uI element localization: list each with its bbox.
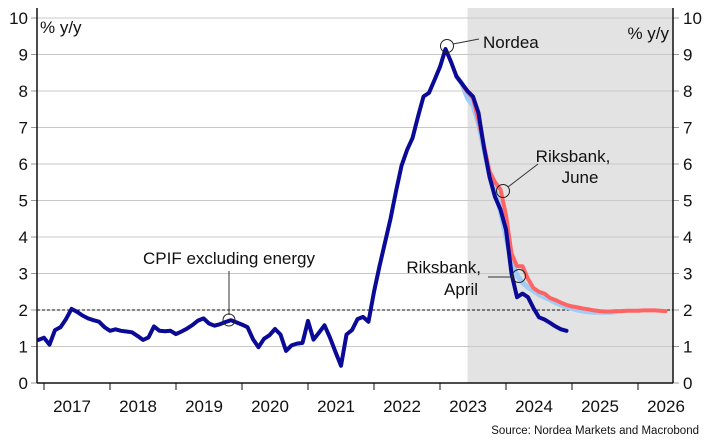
y-tick-label-left: 2 bbox=[19, 301, 28, 320]
annotation-nordea-leader bbox=[452, 38, 480, 45]
annotation-june-marker bbox=[496, 184, 510, 198]
y-tick-label-right: 10 bbox=[683, 9, 702, 28]
x-tick-label: 2021 bbox=[317, 397, 355, 416]
y-tick-label-right: 5 bbox=[683, 192, 692, 211]
y-tick-label-right: 8 bbox=[683, 82, 692, 101]
x-tick-label: 2019 bbox=[185, 397, 223, 416]
annotation-june-leader bbox=[507, 163, 539, 188]
x-tick-label: 2022 bbox=[383, 397, 421, 416]
annotation-riksbank-june: Riksbank, June bbox=[496, 147, 611, 198]
annotation-nordea-marker bbox=[440, 39, 454, 53]
axes bbox=[31, 8, 679, 390]
annotation-cpif-label: CPIF excluding energy bbox=[143, 249, 315, 268]
y-tick-label-right: 4 bbox=[683, 228, 692, 247]
annotation-nordea-label: Nordea bbox=[483, 33, 539, 52]
x-tick-label: 2017 bbox=[53, 397, 91, 416]
y-axis-label-right: % y/y bbox=[627, 24, 669, 43]
series-line-cpif bbox=[36, 47, 569, 368]
y-tick-label-right: 6 bbox=[683, 155, 692, 174]
source-note: Source: Nordea Markets and Macrobond bbox=[491, 425, 699, 437]
annotation-april-label-1: Riksbank, bbox=[406, 258, 481, 277]
y-tick-label-left: 9 bbox=[19, 46, 28, 65]
x-tick-labels: 2017 2018 2019 2020 2021 2022 2023 2024 2025 2026 bbox=[53, 397, 685, 416]
y-tick-label-left: 7 bbox=[19, 119, 28, 138]
annotation-riksbank-april: Riksbank, April bbox=[406, 258, 526, 299]
x-tick-label: 2023 bbox=[449, 397, 487, 416]
annotation-april-label-2: April bbox=[444, 280, 478, 299]
y-tick-label-left: 3 bbox=[19, 265, 28, 284]
y-tick-label-right: 7 bbox=[683, 119, 692, 138]
x-tick-label: 2018 bbox=[119, 397, 157, 416]
annotation-cpif: CPIF excluding energy bbox=[143, 249, 315, 327]
y-tick-label-right: 9 bbox=[683, 46, 692, 65]
series-line-riksbank-june bbox=[454, 74, 668, 314]
y-tick-label-left: 0 bbox=[19, 374, 28, 393]
y-tick-label-left: 5 bbox=[19, 192, 28, 211]
x-tick-label: 2025 bbox=[581, 397, 619, 416]
y-tick-label-left: 4 bbox=[19, 228, 28, 247]
series-lines bbox=[36, 47, 668, 368]
y-tick-label-right: 3 bbox=[683, 265, 692, 284]
x-tick-label: 2020 bbox=[251, 397, 289, 416]
annotation-cpif-marker bbox=[222, 313, 236, 327]
x-tick-label: 2026 bbox=[647, 397, 685, 416]
gridlines bbox=[37, 17, 673, 347]
annotation-june-label-2: June bbox=[562, 168, 599, 187]
y-axis-label-left: % y/y bbox=[40, 18, 82, 37]
annotation-june-label-1: Riksbank, bbox=[536, 147, 611, 166]
y-tick-label-right: 1 bbox=[683, 338, 692, 357]
y-tick-label-right: 0 bbox=[683, 374, 692, 393]
y-tick-labels: 0 0 1 1 2 2 3 3 4 4 5 5 6 6 7 7 8 8 9 9 10 10 bbox=[9, 9, 702, 393]
y-tick-label-left: 1 bbox=[19, 338, 28, 357]
y-tick-label-left: 6 bbox=[19, 155, 28, 174]
x-tick-label: 2024 bbox=[515, 397, 553, 416]
y-tick-label-left: 10 bbox=[9, 9, 28, 28]
y-tick-label-left: 8 bbox=[19, 82, 28, 101]
annotation-nordea: Nordea bbox=[440, 33, 539, 53]
annotation-april-marker bbox=[512, 269, 526, 283]
y-tick-label-right: 2 bbox=[683, 301, 692, 320]
